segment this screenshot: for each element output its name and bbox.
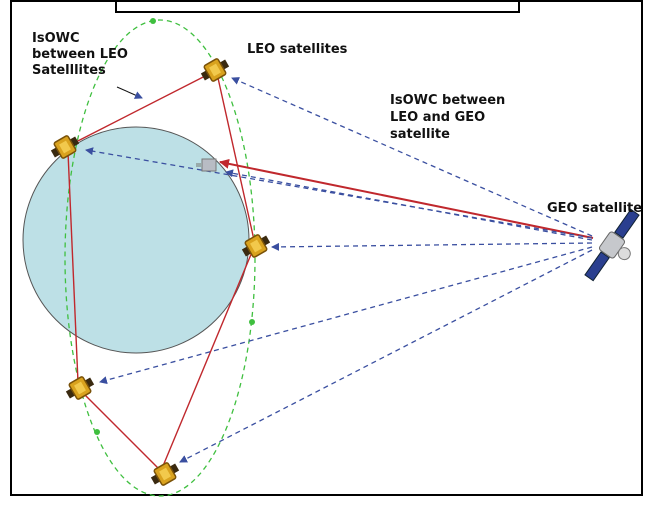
label-line: Satelllites: [32, 63, 106, 78]
leo-links: [67, 71, 255, 469]
label-line: LEO and GEO: [390, 110, 485, 125]
orbit: [64, 19, 256, 497]
geo-satellite: [584, 208, 640, 282]
label-pointer: [116, 86, 143, 99]
top-box: [115, 0, 520, 13]
leo-label: LEO satellites: [247, 42, 348, 57]
leo-geo-label: IsOWC between LEO and GEO satellite: [390, 93, 510, 142]
frame: [10, 0, 643, 496]
leo-link-label: IsOWC between LEO Satelllites: [32, 31, 133, 78]
geo-label: GEO satellite: [547, 201, 642, 216]
label-line: IsOWC between: [390, 93, 505, 108]
label-line: between LEO: [32, 47, 128, 62]
geo-arrows: [85, 77, 593, 463]
label-line: IsOWC: [32, 31, 80, 46]
geo-leo-link: [219, 158, 594, 239]
small-satellite: [196, 158, 217, 172]
label-line: satellite: [390, 127, 450, 142]
orbit-dots: [94, 18, 255, 435]
